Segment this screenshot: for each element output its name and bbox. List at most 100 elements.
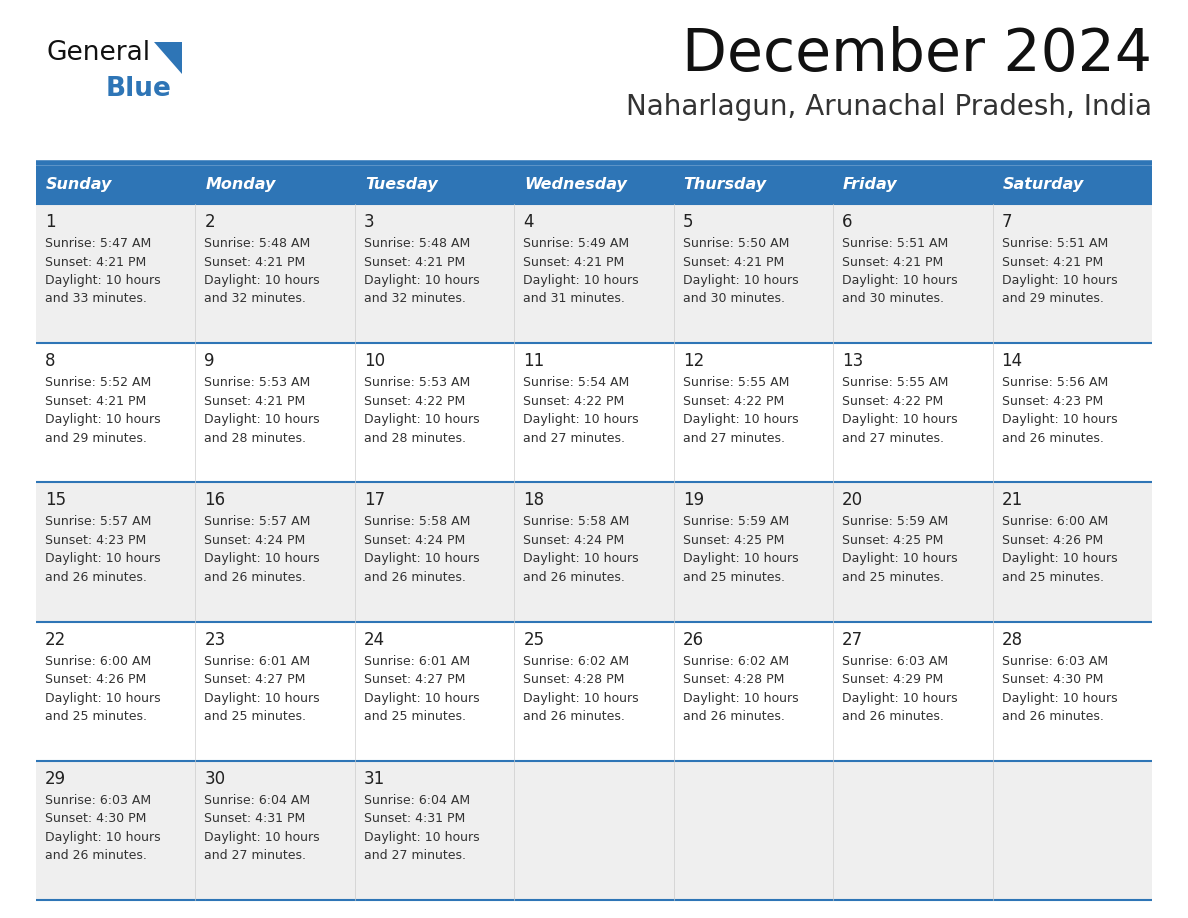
Text: Daylight: 10 hours: Daylight: 10 hours: [204, 274, 320, 287]
Text: Sunrise: 6:03 AM: Sunrise: 6:03 AM: [1001, 655, 1107, 667]
Text: and 31 minutes.: and 31 minutes.: [523, 293, 625, 306]
Text: Wednesday: Wednesday: [524, 177, 627, 193]
Text: Sunset: 4:25 PM: Sunset: 4:25 PM: [842, 534, 943, 547]
Text: Sunset: 4:21 PM: Sunset: 4:21 PM: [364, 255, 466, 268]
Text: Sunset: 4:22 PM: Sunset: 4:22 PM: [683, 395, 784, 408]
Text: 22: 22: [45, 631, 67, 649]
Text: Sunset: 4:29 PM: Sunset: 4:29 PM: [842, 673, 943, 686]
Text: Sunset: 4:21 PM: Sunset: 4:21 PM: [1001, 255, 1102, 268]
Text: 16: 16: [204, 491, 226, 509]
Text: 21: 21: [1001, 491, 1023, 509]
Text: and 28 minutes.: and 28 minutes.: [204, 431, 307, 444]
Text: Sunset: 4:21 PM: Sunset: 4:21 PM: [45, 255, 146, 268]
Text: Sunrise: 5:58 AM: Sunrise: 5:58 AM: [523, 515, 630, 529]
Text: Sunrise: 6:02 AM: Sunrise: 6:02 AM: [683, 655, 789, 667]
Text: and 26 minutes.: and 26 minutes.: [1001, 711, 1104, 723]
Text: 17: 17: [364, 491, 385, 509]
Text: Sunset: 4:31 PM: Sunset: 4:31 PM: [204, 812, 305, 825]
Text: 31: 31: [364, 770, 385, 788]
Text: Friday: Friday: [843, 177, 898, 193]
Text: Daylight: 10 hours: Daylight: 10 hours: [364, 553, 480, 565]
Text: and 25 minutes.: and 25 minutes.: [204, 711, 307, 723]
Text: and 25 minutes.: and 25 minutes.: [364, 711, 466, 723]
Bar: [196, 166, 355, 204]
Bar: [355, 166, 514, 204]
Text: 12: 12: [683, 353, 704, 370]
Bar: [514, 166, 674, 204]
Text: 19: 19: [683, 491, 703, 509]
Text: 7: 7: [1001, 213, 1012, 231]
Text: Sunrise: 6:01 AM: Sunrise: 6:01 AM: [204, 655, 310, 667]
Polygon shape: [154, 42, 182, 74]
Text: Daylight: 10 hours: Daylight: 10 hours: [523, 691, 639, 705]
Text: and 33 minutes.: and 33 minutes.: [45, 293, 147, 306]
Text: Sunrise: 6:03 AM: Sunrise: 6:03 AM: [45, 794, 151, 807]
Text: Sunrise: 6:04 AM: Sunrise: 6:04 AM: [204, 794, 310, 807]
Text: Sunrise: 5:48 AM: Sunrise: 5:48 AM: [204, 237, 311, 250]
Text: Daylight: 10 hours: Daylight: 10 hours: [364, 691, 480, 705]
Text: Tuesday: Tuesday: [365, 177, 437, 193]
Text: 28: 28: [1001, 631, 1023, 649]
Text: Daylight: 10 hours: Daylight: 10 hours: [683, 413, 798, 426]
Text: 2: 2: [204, 213, 215, 231]
Text: and 30 minutes.: and 30 minutes.: [683, 293, 785, 306]
Text: Sunset: 4:23 PM: Sunset: 4:23 PM: [1001, 395, 1102, 408]
Text: and 25 minutes.: and 25 minutes.: [683, 571, 785, 584]
Text: Daylight: 10 hours: Daylight: 10 hours: [204, 831, 320, 844]
Text: Sunset: 4:21 PM: Sunset: 4:21 PM: [523, 255, 625, 268]
Text: Sunset: 4:22 PM: Sunset: 4:22 PM: [842, 395, 943, 408]
Text: Daylight: 10 hours: Daylight: 10 hours: [204, 691, 320, 705]
Text: and 27 minutes.: and 27 minutes.: [204, 849, 307, 862]
Text: Monday: Monday: [206, 177, 276, 193]
Text: Sunrise: 5:47 AM: Sunrise: 5:47 AM: [45, 237, 151, 250]
Text: Sunset: 4:21 PM: Sunset: 4:21 PM: [45, 395, 146, 408]
Text: General: General: [46, 40, 150, 66]
Text: Sunrise: 5:57 AM: Sunrise: 5:57 AM: [45, 515, 151, 529]
Text: and 26 minutes.: and 26 minutes.: [364, 571, 466, 584]
Text: Sunrise: 6:04 AM: Sunrise: 6:04 AM: [364, 794, 470, 807]
Text: Sunset: 4:24 PM: Sunset: 4:24 PM: [204, 534, 305, 547]
Text: Daylight: 10 hours: Daylight: 10 hours: [1001, 274, 1117, 287]
Text: Sunrise: 5:56 AM: Sunrise: 5:56 AM: [1001, 376, 1108, 389]
Text: and 32 minutes.: and 32 minutes.: [364, 293, 466, 306]
Text: Daylight: 10 hours: Daylight: 10 hours: [842, 553, 958, 565]
Text: and 26 minutes.: and 26 minutes.: [1001, 431, 1104, 444]
Text: 18: 18: [523, 491, 544, 509]
Bar: [36, 761, 1152, 900]
Text: Sunrise: 5:51 AM: Sunrise: 5:51 AM: [1001, 237, 1108, 250]
Text: Daylight: 10 hours: Daylight: 10 hours: [523, 553, 639, 565]
Text: Daylight: 10 hours: Daylight: 10 hours: [45, 831, 160, 844]
Bar: [36, 482, 1152, 621]
Text: Sunset: 4:28 PM: Sunset: 4:28 PM: [523, 673, 625, 686]
Text: and 32 minutes.: and 32 minutes.: [204, 293, 307, 306]
Text: Daylight: 10 hours: Daylight: 10 hours: [45, 691, 160, 705]
Text: Sunset: 4:25 PM: Sunset: 4:25 PM: [683, 534, 784, 547]
Text: Daylight: 10 hours: Daylight: 10 hours: [1001, 691, 1117, 705]
Text: Sunset: 4:26 PM: Sunset: 4:26 PM: [45, 673, 146, 686]
Text: and 27 minutes.: and 27 minutes.: [523, 431, 625, 444]
Text: 30: 30: [204, 770, 226, 788]
Text: and 27 minutes.: and 27 minutes.: [683, 431, 785, 444]
Text: Daylight: 10 hours: Daylight: 10 hours: [842, 274, 958, 287]
Text: and 26 minutes.: and 26 minutes.: [45, 849, 147, 862]
Text: and 29 minutes.: and 29 minutes.: [1001, 293, 1104, 306]
Text: Naharlagun, Arunachal Pradesh, India: Naharlagun, Arunachal Pradesh, India: [626, 93, 1152, 121]
Text: Sunrise: 5:59 AM: Sunrise: 5:59 AM: [683, 515, 789, 529]
Text: Sunday: Sunday: [46, 177, 113, 193]
Text: Sunrise: 5:57 AM: Sunrise: 5:57 AM: [204, 515, 311, 529]
Text: December 2024: December 2024: [682, 26, 1152, 83]
Text: Sunset: 4:23 PM: Sunset: 4:23 PM: [45, 534, 146, 547]
Text: Sunrise: 5:59 AM: Sunrise: 5:59 AM: [842, 515, 948, 529]
Text: Sunrise: 5:55 AM: Sunrise: 5:55 AM: [683, 376, 789, 389]
Text: 15: 15: [45, 491, 67, 509]
Text: 6: 6: [842, 213, 853, 231]
Text: 4: 4: [523, 213, 533, 231]
Text: Daylight: 10 hours: Daylight: 10 hours: [842, 691, 958, 705]
Text: Daylight: 10 hours: Daylight: 10 hours: [45, 274, 160, 287]
Text: Daylight: 10 hours: Daylight: 10 hours: [523, 274, 639, 287]
Text: and 25 minutes.: and 25 minutes.: [45, 711, 147, 723]
Bar: [674, 166, 833, 204]
Text: and 29 minutes.: and 29 minutes.: [45, 431, 147, 444]
Text: 23: 23: [204, 631, 226, 649]
Bar: [833, 166, 992, 204]
